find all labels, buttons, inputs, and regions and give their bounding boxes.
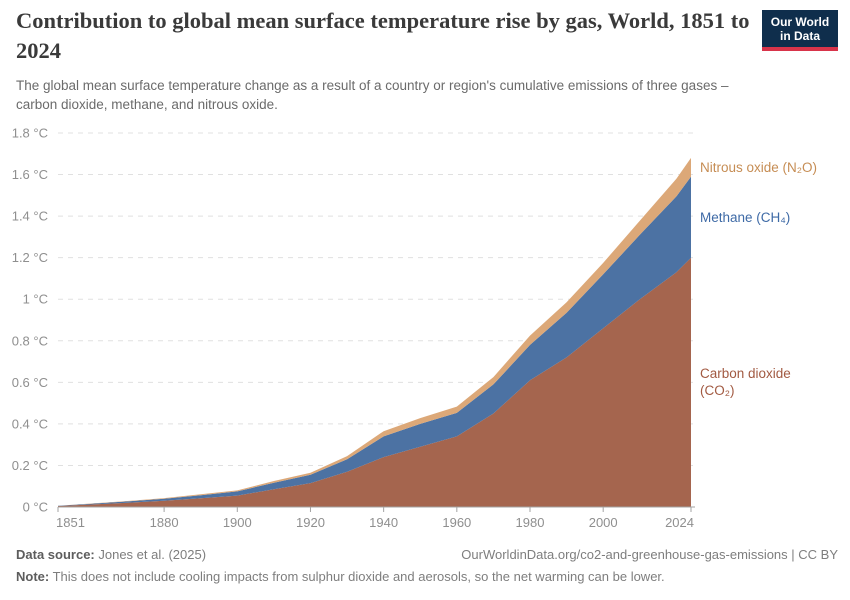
data-source-value: Jones et al. (2025)	[94, 547, 207, 562]
note-value: This does not include cooling impacts fr…	[49, 569, 665, 584]
area-series-2[interactable]	[58, 176, 691, 506]
y-tick-label: 0.4 °C	[12, 416, 48, 431]
x-tick-label: 1920	[296, 515, 325, 530]
series-label-ch4: Methane (CH₄)	[700, 209, 840, 226]
x-tick-label: 1940	[369, 515, 398, 530]
y-tick-label: 1.6 °C	[12, 167, 48, 182]
attribution-url: OurWorldinData.org/co2-and-greenhouse-ga…	[461, 547, 838, 562]
series-label-line: (CO₂)	[700, 383, 735, 399]
area-series-1[interactable]	[58, 257, 691, 507]
data-source: Data source: Jones et al. (2025)	[16, 546, 206, 563]
chart-area: 0 °C 0.2 °C 0.4 °C 0.6 °C 0.8 °C 1 °C 1.2 °C 1.…	[0, 120, 850, 542]
x-tick-label: 2000	[589, 515, 618, 530]
footer-row-note: Note: This does not include cooling impa…	[16, 568, 838, 585]
chart-svg[interactable]: 0 °C 0.2 °C 0.4 °C 0.6 °C 0.8 °C 1 °C 1.2 °C 1.…	[0, 120, 850, 542]
y-tick-label: 0.2 °C	[12, 458, 48, 473]
owid-logo-line2: in Data	[779, 29, 820, 43]
series-label-co2: Carbon dioxide (CO₂)	[700, 365, 840, 399]
y-tick-label: 1 °C	[23, 292, 48, 307]
series-label-n2o: Nitrous oxide (N₂O)	[700, 159, 840, 176]
x-tick-label: 1851	[56, 515, 85, 530]
y-tick-label: 0 °C	[23, 500, 48, 515]
x-tick-label: 1980	[516, 515, 545, 530]
y-tick-label: 1.4 °C	[12, 209, 48, 224]
x-tick-label: 1960	[442, 515, 471, 530]
x-tick-label: 2024	[665, 515, 694, 530]
y-tick-label: 0.6 °C	[12, 375, 48, 390]
y-tick-label: 0.8 °C	[12, 333, 48, 348]
y-tick-label: 1.8 °C	[12, 126, 48, 141]
y-tick-label: 1.2 °C	[12, 250, 48, 265]
x-tick-label: 1880	[150, 515, 179, 530]
data-source-label: Data source:	[16, 547, 95, 562]
footer-row-source: Data source: Jones et al. (2025) OurWorl…	[16, 546, 838, 563]
series-label-line: Nitrous oxide (N₂O)	[700, 159, 818, 175]
page-title: Contribution to global mean surface temp…	[16, 8, 750, 63]
page-subtitle: The global mean surface temperature chan…	[16, 78, 729, 112]
note-label: Note:	[16, 569, 50, 584]
owid-logo: Our World in Data	[762, 10, 838, 51]
series-label-line: Carbon dioxide	[700, 366, 791, 382]
series-label-line: Methane (CH₄)	[700, 209, 791, 225]
footer: Data source: Jones et al. (2025) OurWorl…	[16, 546, 838, 585]
owid-logo-line1: Our World	[770, 15, 830, 29]
x-tick-label: 1900	[223, 515, 252, 530]
